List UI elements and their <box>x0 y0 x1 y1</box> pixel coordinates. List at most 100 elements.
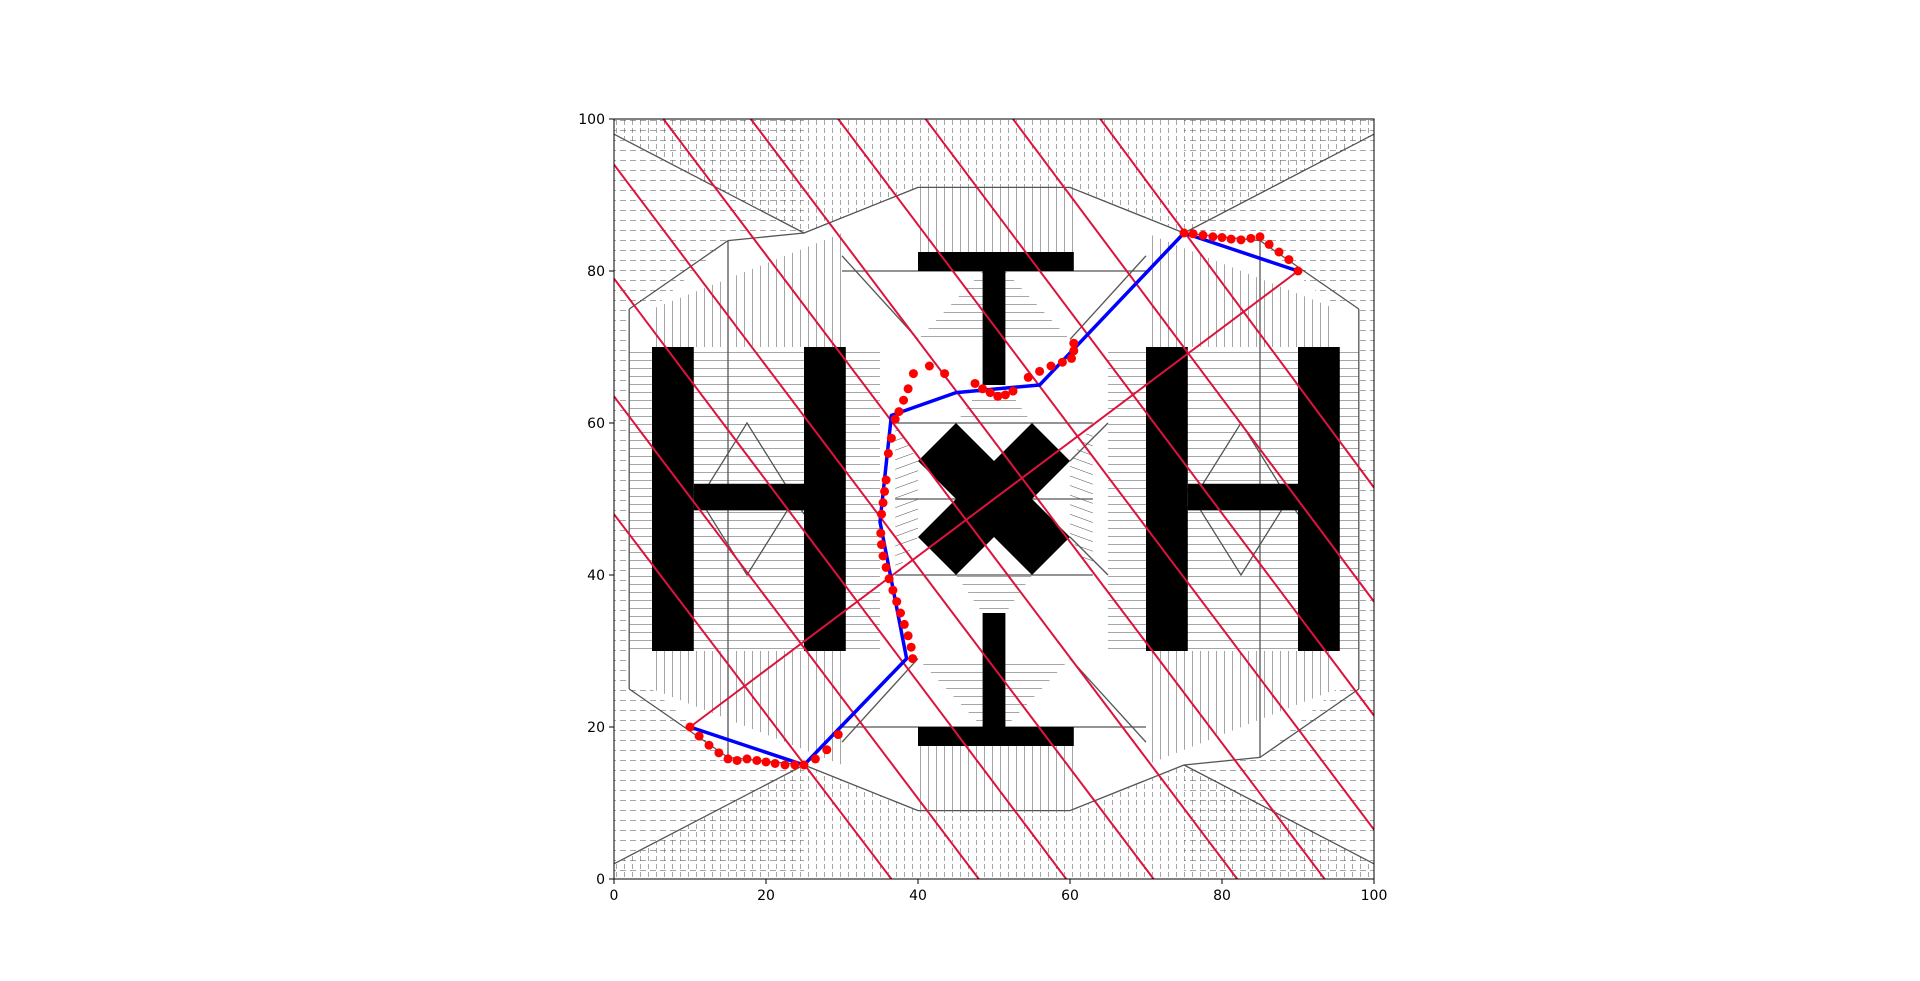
waypoint-marker <box>780 760 790 770</box>
waypoint-marker <box>770 758 780 768</box>
cell-boundary <box>1069 422 1109 462</box>
region-left-edge <box>614 309 630 689</box>
region-right-edge <box>1358 309 1374 689</box>
waypoint-marker <box>886 433 896 443</box>
x-tick-label: 20 <box>757 888 775 904</box>
obstacle-left-h-crossbar <box>693 483 804 511</box>
waypoint-marker <box>723 754 733 764</box>
region-top-t-vertical <box>918 187 1074 252</box>
waypoint-marker <box>1008 386 1018 396</box>
obstacle-right-h-left-bar <box>1146 347 1188 651</box>
axes-frame <box>613 118 1375 880</box>
waypoint-marker <box>903 631 913 641</box>
waypoint-marker <box>970 378 980 388</box>
region-bottom-t-vertical <box>918 746 1074 811</box>
cell-boundary <box>689 483 805 577</box>
waypoint-marker <box>1000 390 1010 400</box>
x-tick-label: 0 <box>610 888 619 904</box>
waypoint-marker <box>822 745 832 755</box>
region-top-right <box>1184 119 1374 309</box>
sweep-line-1 <box>614 513 893 879</box>
waypoint-marker <box>1208 232 1218 242</box>
y-tick-label: 20 <box>587 720 605 736</box>
waypoint-marker <box>1217 233 1227 243</box>
waypoint-marker <box>888 585 898 595</box>
sweep-lines <box>614 119 1374 879</box>
waypoint-marker <box>1293 266 1303 276</box>
planned-path <box>689 231 1299 767</box>
y-tick-label: 40 <box>587 568 605 584</box>
waypoint-marker <box>810 754 820 764</box>
waypoint-marker <box>978 384 988 394</box>
waypoint-marker <box>896 608 906 618</box>
cell-boundary <box>1069 255 1147 340</box>
cell-boundary <box>1183 483 1299 577</box>
cell-boundary <box>841 658 919 743</box>
waypoint-marker <box>993 391 1003 401</box>
waypoint-marker <box>1179 228 1189 238</box>
waypoint-marker <box>1236 235 1246 245</box>
cell-boundary <box>1069 536 1109 576</box>
waypoint-marker <box>704 740 714 750</box>
waypoint-marker <box>1046 361 1056 371</box>
waypoint-marker <box>1069 346 1079 356</box>
sweep-line-7 <box>837 119 1374 831</box>
waypoint-marker <box>890 414 900 424</box>
waypoint-marker <box>732 755 742 765</box>
region-left-h-bottom-vertical <box>652 651 842 765</box>
waypoint-marker <box>1057 357 1067 367</box>
cell-boundary <box>1069 658 1147 743</box>
waypoint-marker <box>985 388 995 398</box>
waypoint-marker <box>1067 353 1077 363</box>
waypoint-marker <box>903 384 913 394</box>
path-line <box>689 231 1299 767</box>
obstacle-left-h-right-bar <box>804 347 846 651</box>
y-axis: 0 20 40 60 80 100 <box>578 112 614 888</box>
obstacle-bottom-t-bar <box>918 727 1074 746</box>
waypoint-marker <box>1069 338 1079 348</box>
waypoint-marker <box>908 369 918 379</box>
waypoint-marker <box>685 722 695 732</box>
x-tick-label: 100 <box>1361 888 1388 904</box>
waypoint-marker <box>752 755 762 765</box>
waypoint-marker <box>878 551 888 561</box>
y-tick-label: 0 <box>596 872 605 888</box>
sweep-line-5 <box>662 119 1238 879</box>
waypoint-marker <box>892 597 902 607</box>
waypoint-marker <box>1023 372 1033 382</box>
y-tick-label: 80 <box>587 264 605 280</box>
waypoint-marker <box>790 760 800 770</box>
region-left-h-top-vertical <box>652 233 842 347</box>
waypoint-marker <box>880 486 890 496</box>
waypoint-marker <box>883 448 893 458</box>
waypoint-marker <box>1226 234 1236 244</box>
waypoint-marker <box>894 407 904 417</box>
waypoint-marker <box>1198 230 1208 240</box>
waypoint-marker <box>908 654 918 664</box>
sweep-line-11 <box>689 270 1299 728</box>
waypoint-marker <box>924 361 934 371</box>
obstacle-top-t-bar <box>918 252 1074 271</box>
cell-boundary <box>614 133 1374 234</box>
obstacle-bottom-t-stem <box>982 613 1006 727</box>
sweep-line-10 <box>1099 119 1374 489</box>
x-tick-label: 60 <box>1061 888 1079 904</box>
sweep-line-9 <box>1012 119 1374 603</box>
sweep-line-2 <box>614 395 980 879</box>
waypoint-marker <box>881 475 891 485</box>
waypoint-marker <box>1035 366 1045 376</box>
waypoint-marker <box>877 540 887 550</box>
waypoint-marker <box>876 528 886 538</box>
waypoint-marker <box>881 562 891 572</box>
region-bottom-right <box>1184 689 1374 879</box>
waypoint-marker <box>761 757 771 767</box>
obstacle-right-h-right-bar <box>1298 347 1340 651</box>
x-axis: 0 20 40 60 80 100 <box>610 879 1388 904</box>
cell-boundary <box>614 764 1374 865</box>
waypoint-marker <box>1255 232 1265 242</box>
waypoint-marker <box>799 760 809 770</box>
obstacle-right-h-crossbar <box>1187 483 1298 511</box>
y-tick-label: 60 <box>587 416 605 432</box>
waypoint-marker <box>1274 247 1284 257</box>
